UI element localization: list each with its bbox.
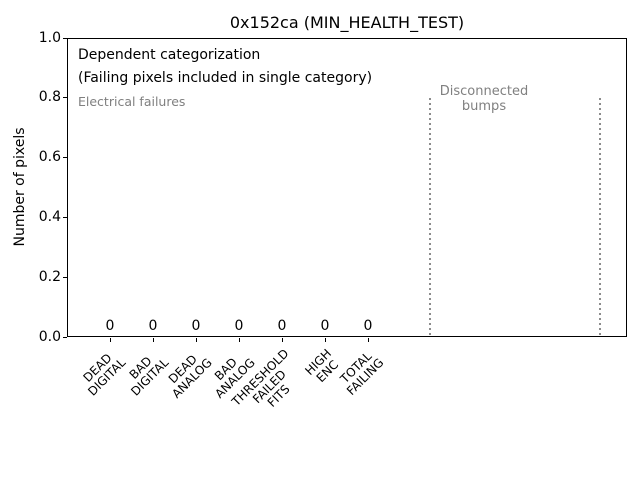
bar-value-label: 0 [105, 318, 115, 334]
x-category-label: DEAD DIGITAL [80, 350, 129, 399]
x-tick-mark [195, 338, 197, 342]
bar-value-label: 0 [234, 318, 244, 334]
y-tick-label: 0.2 [38, 268, 61, 285]
annotation-dependent-categorization: Dependent categorization [78, 47, 261, 63]
chart-title: 0x152ca (MIN_HEALTH_TEST) [229, 13, 465, 32]
bar-value-label: 0 [320, 318, 330, 334]
bar-value-label: 0 [277, 318, 287, 334]
annotation-failing-pixels-note: (Failing pixels included in single categ… [78, 70, 373, 86]
x-category-label: DEAD ANALOG [165, 351, 215, 402]
y-tick-mark [63, 97, 67, 99]
y-tick-mark [63, 276, 67, 278]
y-tick-mark [63, 336, 67, 338]
x-category-label: TOTAL FAILING [337, 349, 387, 398]
y-tick-label: 1.0 [38, 29, 61, 46]
plot-area [67, 38, 627, 337]
y-tick-label: 0.0 [38, 328, 61, 345]
y-tick-label: 0.8 [38, 89, 61, 106]
x-tick-mark [152, 338, 154, 342]
annotation-disconnected-bumps: Disconnected bumps [439, 84, 529, 114]
x-tick-mark [367, 338, 369, 342]
x-tick-mark [324, 338, 326, 342]
y-tick-label: 0.4 [38, 208, 61, 225]
y-tick-label: 0.6 [38, 149, 61, 166]
dotted-vline [429, 97, 431, 337]
x-tick-mark [109, 338, 111, 342]
bar-value-label: 0 [191, 318, 201, 334]
x-tick-mark [281, 338, 283, 342]
y-tick-mark [63, 216, 67, 218]
annotation-electrical-failures: Electrical failures [78, 94, 186, 109]
dotted-vline [599, 97, 601, 337]
bar-value-label: 0 [148, 318, 158, 334]
y-tick-mark [63, 157, 67, 159]
y-axis-title: Number of pixels [12, 127, 28, 247]
y-tick-mark [63, 37, 67, 39]
bar-value-label: 0 [363, 318, 373, 334]
x-tick-mark [238, 338, 240, 342]
x-category-label: BAD DIGITAL [126, 353, 172, 399]
